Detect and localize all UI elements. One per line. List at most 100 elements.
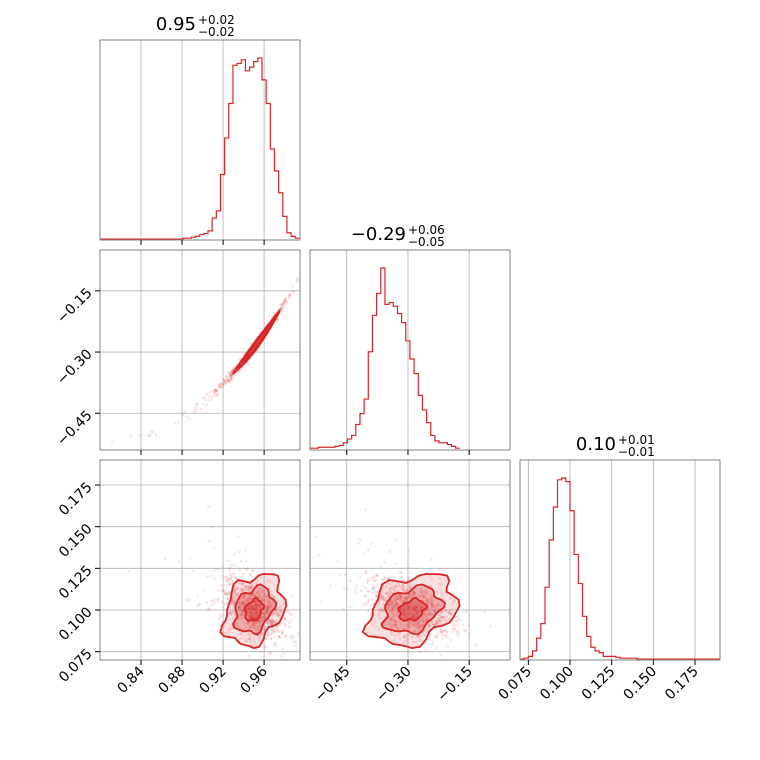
sample-point	[274, 608, 278, 612]
sample-point	[257, 603, 260, 607]
sample-point	[225, 378, 229, 382]
sample-point	[366, 548, 370, 552]
sample-point	[217, 617, 221, 621]
sample-point	[249, 603, 253, 607]
sample-point	[239, 631, 243, 635]
sample-point	[234, 622, 238, 625]
sample-point	[453, 600, 456, 603]
sample-point	[232, 589, 236, 593]
sample-point	[433, 634, 437, 638]
sample-point	[414, 640, 418, 644]
sample-point	[251, 607, 255, 610]
sample-point	[218, 613, 222, 617]
sample-point	[366, 579, 370, 582]
x-tick-label: −0.30	[373, 664, 415, 706]
sample-point	[280, 621, 284, 625]
sample-point	[255, 607, 259, 611]
sample-point	[387, 591, 390, 595]
sample-point	[231, 374, 235, 378]
sample-point	[225, 375, 228, 379]
sample-point	[389, 618, 393, 621]
sample-point	[295, 280, 299, 284]
sample-point	[405, 625, 409, 629]
sample-point	[410, 621, 413, 625]
sample-point	[249, 637, 252, 641]
sample-point	[414, 616, 418, 619]
sample-point	[239, 606, 243, 610]
sample-point	[395, 613, 399, 617]
sample-point	[430, 603, 434, 607]
sample-point	[417, 594, 420, 598]
sample-point	[442, 618, 446, 622]
sample-point	[238, 582, 242, 586]
sample-point	[176, 420, 180, 424]
x-tick-label: −0.15	[434, 664, 476, 706]
sample-point	[390, 617, 394, 621]
sample-point	[405, 588, 408, 592]
sample-point	[252, 607, 256, 611]
sample-point	[382, 597, 386, 601]
sample-point	[428, 601, 432, 605]
sample-point	[366, 609, 370, 613]
sample-point	[291, 289, 295, 293]
sample-point	[250, 607, 254, 611]
sample-point	[229, 377, 233, 381]
histogram-frame-1	[309, 249, 511, 451]
sample-point	[413, 629, 417, 633]
sample-point	[281, 629, 285, 633]
sample-point	[254, 611, 258, 615]
sample-point	[280, 306, 283, 310]
sample-point	[417, 625, 421, 629]
sample-point	[410, 614, 414, 618]
sample-point	[405, 612, 409, 615]
sample-point	[434, 622, 438, 625]
sample-point	[393, 624, 397, 628]
sample-point	[376, 574, 379, 578]
sample-point	[226, 596, 230, 600]
sample-point	[163, 557, 167, 561]
sample-point	[400, 601, 404, 605]
sample-point	[255, 612, 258, 615]
sample-point	[263, 617, 267, 620]
sample-point	[437, 582, 441, 586]
sample-point	[411, 621, 415, 625]
sample-point	[380, 596, 383, 600]
sample-point	[456, 622, 460, 626]
sample-point	[253, 599, 257, 603]
sample-point	[440, 593, 444, 597]
sample-point	[247, 612, 251, 616]
sample-point	[226, 378, 230, 382]
sample-point	[275, 629, 279, 633]
sample-point	[431, 602, 434, 606]
sample-point	[264, 594, 268, 598]
sample-point	[207, 394, 211, 398]
sample-point	[233, 590, 237, 594]
sample-point	[268, 601, 272, 605]
sample-point	[227, 370, 230, 374]
sample-point	[284, 635, 288, 638]
sample-point	[272, 619, 276, 622]
sample-point	[411, 606, 415, 610]
sample-point	[270, 628, 274, 631]
sample-point	[414, 601, 418, 605]
sample-point	[418, 649, 422, 653]
sample-point	[294, 640, 298, 643]
sample-point	[385, 590, 388, 594]
sample-point	[249, 604, 253, 608]
sample-point	[242, 622, 246, 625]
sample-point	[228, 591, 231, 594]
sample-point	[263, 598, 267, 602]
sample-point	[246, 631, 250, 635]
sample-point	[230, 377, 234, 381]
sample-point	[248, 610, 252, 614]
sample-point	[406, 650, 410, 654]
sample-point	[223, 381, 227, 385]
sample-point	[447, 611, 451, 615]
sample-point	[430, 599, 434, 603]
sample-point	[232, 599, 235, 602]
sample-point	[194, 408, 198, 411]
sample-point	[260, 616, 264, 620]
sample-point	[271, 611, 275, 615]
sample-point	[280, 654, 284, 658]
sample-point	[437, 616, 441, 620]
